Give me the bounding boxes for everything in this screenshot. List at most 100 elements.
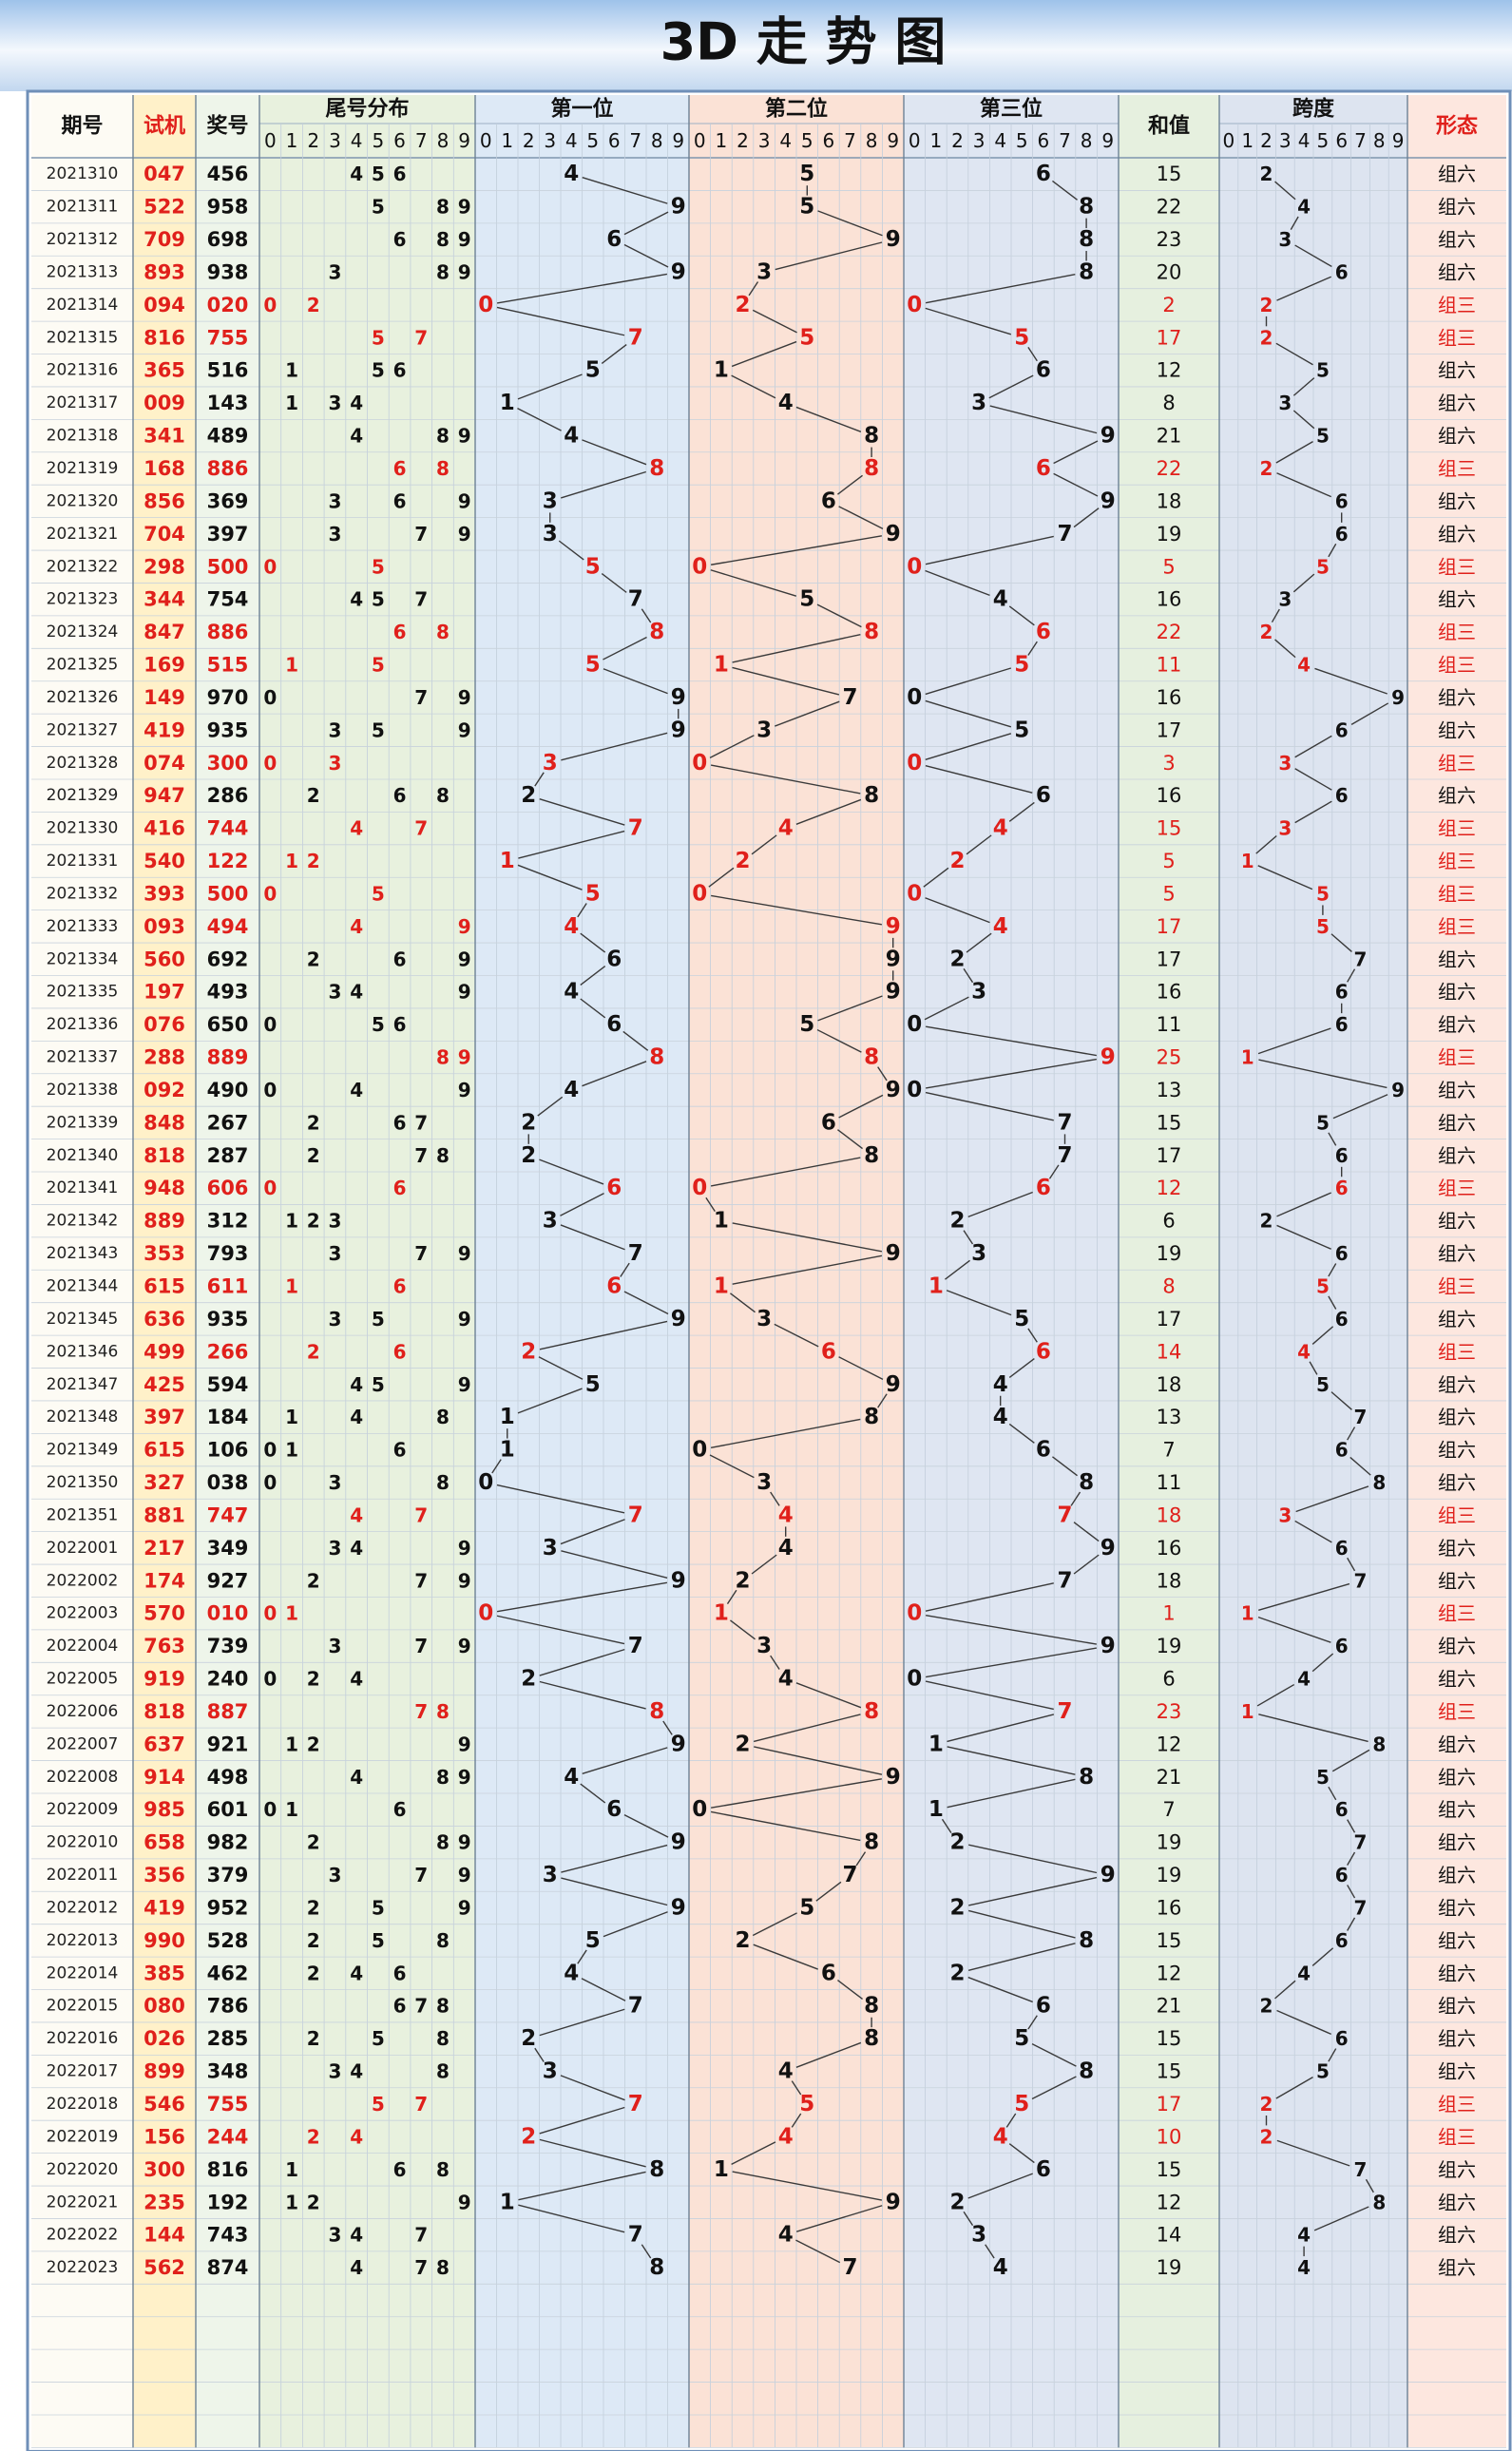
test-number-cell: 156 xyxy=(144,2125,185,2148)
tail-digit: 7 xyxy=(414,1242,428,1265)
header-sum: 和值 xyxy=(1148,114,1190,139)
table-row: 2021341 948 606 0 6 6 0 6 12 6 组三 xyxy=(47,1176,1476,1200)
tail-digit: 3 xyxy=(328,489,341,512)
position-3-trend-line xyxy=(1008,2143,1035,2164)
winning-number-cell: 143 xyxy=(207,392,249,414)
tail-digit: 0 xyxy=(263,882,277,905)
span-digit: 6 xyxy=(1335,1798,1349,1821)
period-cell: 2021319 xyxy=(47,459,119,478)
winning-number-cell: 886 xyxy=(207,457,249,480)
winning-number-cell: 379 xyxy=(207,1864,249,1886)
period-cell: 2022013 xyxy=(47,1931,119,1950)
position-2-trend-line xyxy=(791,2113,802,2128)
period-cell: 2022011 xyxy=(47,1866,119,1885)
span-digit: 6 xyxy=(1335,1013,1349,1036)
sum-value: 21 xyxy=(1157,1766,1182,1789)
span-trend-line xyxy=(1328,1786,1337,1801)
tail-digit: 8 xyxy=(436,1766,450,1789)
table-row: 2021325 169 515 1 5 5 1 5 11 4 组三 xyxy=(47,653,1476,678)
table-row: 2022015 080 786 6 7 8 7 8 6 21 2 组六 xyxy=(47,1994,1476,2019)
position-2-trend-line xyxy=(795,1682,862,1709)
span-digit: 7 xyxy=(1354,948,1368,970)
period-cell: 2021351 xyxy=(47,1505,119,1524)
position-1-digit: 7 xyxy=(628,1503,643,1527)
digit-label-span: 7 xyxy=(1354,129,1367,152)
position-2-digit: 1 xyxy=(714,2157,729,2182)
position-3-digit: 3 xyxy=(971,2223,986,2248)
winning-number-cell: 927 xyxy=(207,1569,249,1592)
sum-value: 18 xyxy=(1157,489,1182,512)
position-3-digit: 0 xyxy=(907,1601,922,1626)
span-digit: 2 xyxy=(1260,2125,1273,2148)
position-3-trend-line xyxy=(1073,1554,1100,1575)
position-3-digit: 7 xyxy=(1057,1503,1072,1527)
digit-label-tail: 3 xyxy=(329,129,341,152)
period-cell: 2021326 xyxy=(47,688,119,707)
position-1-digit: 7 xyxy=(628,816,643,841)
test-number-cell: 658 xyxy=(144,1831,185,1854)
span-trend-line xyxy=(1275,440,1313,464)
span-trend-line xyxy=(1292,377,1315,396)
period-cell: 2021339 xyxy=(47,1113,119,1132)
position-2-trend-line xyxy=(711,1778,882,1809)
shape-label: 组六 xyxy=(1438,425,1476,448)
winning-number-cell: 938 xyxy=(207,260,249,283)
shape-label: 组三 xyxy=(1438,1700,1476,1723)
position-2-trend-line xyxy=(837,1980,863,2001)
tail-digit: 4 xyxy=(350,2224,363,2247)
position-2-digit: 9 xyxy=(886,947,901,971)
digit-label-p3: 4 xyxy=(994,129,1006,152)
tail-digit: 7 xyxy=(414,1569,428,1592)
position-3-trend-line xyxy=(967,1191,1033,1218)
winning-number-cell: 349 xyxy=(207,1537,249,1560)
tail-digit: 0 xyxy=(263,555,277,578)
table-row: 2022010 658 982 2 8 9 9 8 2 19 7 组六 xyxy=(47,1830,1476,1855)
shape-label: 组六 xyxy=(1438,1111,1476,1134)
position-3-digit: 2 xyxy=(949,1209,965,1234)
position-1-trend-line xyxy=(641,2244,652,2259)
span-digit: 4 xyxy=(1297,1962,1311,1984)
span-trend-line xyxy=(1328,1263,1337,1277)
table-row: 2021335 197 493 3 4 9 4 9 3 16 6 组六 xyxy=(47,980,1476,1005)
position-1-digit: 6 xyxy=(606,1797,622,1822)
span-digit: 3 xyxy=(1278,392,1292,414)
span-digit: 1 xyxy=(1241,1602,1254,1625)
test-number-cell: 419 xyxy=(144,718,185,741)
span-trend-line xyxy=(1276,276,1331,301)
span-trend-line xyxy=(1328,543,1337,558)
winning-number-cell: 287 xyxy=(207,1144,249,1167)
position-3-digit: 6 xyxy=(1036,620,1051,644)
position-3-trend-line xyxy=(966,834,992,855)
test-number-cell: 416 xyxy=(144,817,185,840)
tail-digit: 8 xyxy=(436,1144,450,1167)
position-2-digit: 5 xyxy=(799,162,814,186)
position-2-digit: 1 xyxy=(714,358,729,383)
test-number-cell: 149 xyxy=(144,686,185,709)
shape-label: 组三 xyxy=(1438,752,1476,775)
sum-value: 17 xyxy=(1157,718,1182,741)
shape-label: 组六 xyxy=(1438,1896,1476,1919)
tail-digit: 5 xyxy=(372,196,385,219)
position-1-digit: 3 xyxy=(543,488,558,513)
winning-number-cell: 244 xyxy=(207,2125,249,2148)
digit-label-p3: 6 xyxy=(1038,129,1050,152)
position-1-digit: 4 xyxy=(564,162,579,186)
position-3-trend-line xyxy=(941,1818,952,1833)
test-number-cell: 300 xyxy=(144,2158,185,2181)
digit-label-p3: 7 xyxy=(1059,129,1071,152)
position-1-trend-line xyxy=(534,2047,545,2062)
tail-digit: 5 xyxy=(372,359,385,382)
test-number-cell: 709 xyxy=(144,228,185,251)
table-row: 2021318 341 489 4 8 9 4 8 9 21 5 组六 xyxy=(47,424,1476,449)
position-3-digit: 6 xyxy=(1036,1438,1051,1463)
span-digit: 6 xyxy=(1335,1177,1349,1199)
position-2-digit: 1 xyxy=(714,1601,729,1626)
shape-label: 组六 xyxy=(1438,1864,1476,1886)
digit-label-tail: 8 xyxy=(437,129,450,152)
sum-value: 23 xyxy=(1157,1700,1182,1723)
span-digit: 2 xyxy=(1260,1210,1273,1233)
tail-digit: 1 xyxy=(285,850,298,872)
digit-label-p2: 3 xyxy=(758,129,771,152)
position-3-trend-line xyxy=(1027,1328,1038,1343)
tail-digit: 8 xyxy=(436,784,450,807)
